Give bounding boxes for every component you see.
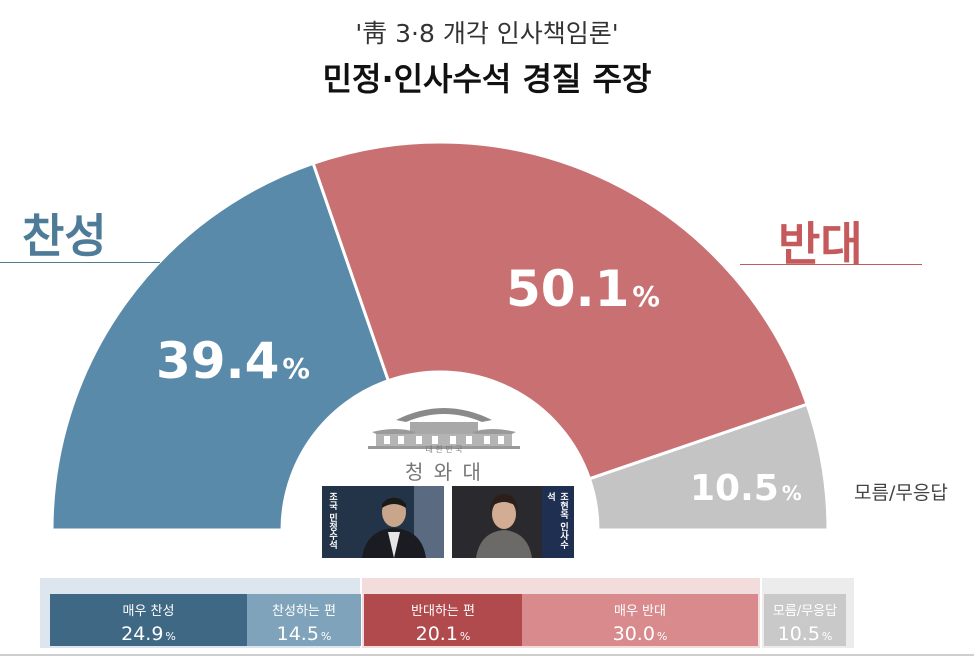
approve-percent: 39.4% (156, 332, 310, 390)
slice-oppose (311, 140, 809, 481)
oppose-label: 반대 (778, 217, 863, 271)
approve-label: 찬성 (22, 209, 107, 263)
oppose-percent: 50.1% (506, 260, 660, 318)
photo-caption: 조국 민정수석 (327, 492, 337, 550)
logo-name: 청 와 대 (405, 460, 483, 484)
photo-caption: 조현옥 인사수석 (545, 492, 568, 550)
unknown-percent: 10.5% (690, 468, 802, 509)
chart-subtitle: '靑 3·8 개각 인사책임론' (355, 19, 619, 48)
breakdown-somewhat-approve: 찬성하는 편 14.5% (247, 594, 361, 646)
person-icon (452, 486, 574, 558)
bottom-divider (0, 654, 974, 656)
slice-approve (50, 161, 391, 532)
blue-house-icon (368, 408, 520, 449)
photo-jo-hyun-ok: 조현옥 인사수석 (452, 486, 574, 558)
breakdown-strongly-approve: 매우 찬성 24.9% (50, 594, 247, 646)
breakdown-strongly-oppose: 매우 반대 30.0% (522, 594, 758, 646)
breakdown-somewhat-oppose: 반대하는 편 20.1% (364, 594, 522, 646)
chart-title: 민정·인사수석 경질 주장 (322, 60, 652, 98)
logo-subtext: 대 한 민 국 (425, 445, 463, 454)
breakdown-unknown: 모름/무응답 10.5% (764, 594, 846, 646)
oppose-underline (740, 264, 922, 265)
approve-underline (0, 262, 160, 263)
person-icon (322, 486, 444, 558)
photo-jo-kuk: 조국 민정수석 (322, 486, 444, 558)
blue-house-logo: 대 한 민 국 청 와 대 (356, 396, 532, 486)
unknown-label: 모름/무응답 (854, 482, 948, 504)
slice-unknown (587, 402, 830, 532)
